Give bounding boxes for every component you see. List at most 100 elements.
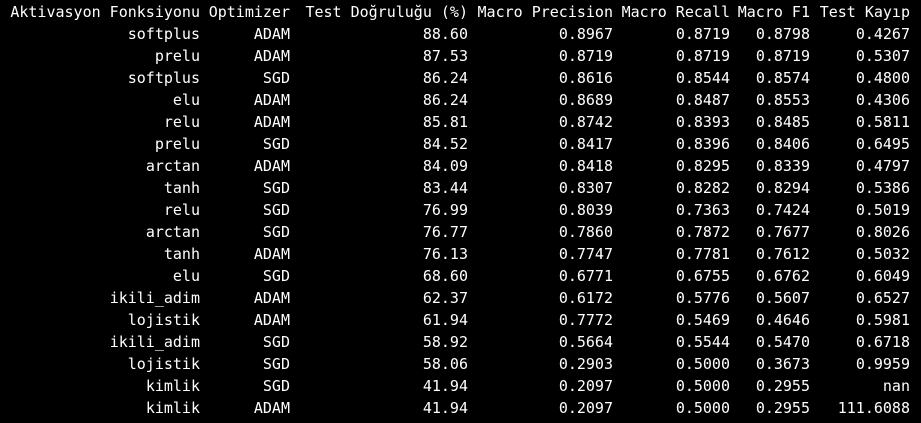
table-row: lojistik ADAM 61.94 0.7772 0.5469 0.4646 0.598… [0, 309, 921, 331]
table-header: Aktivasyon Fonksiyonu Optimizer Test Doğ… [0, 1, 921, 23]
cell-optimizer: SGD [262, 355, 290, 373]
cell-f1: 0.8339 [755, 157, 810, 175]
cell-recall: 0.8719 [675, 25, 730, 43]
cell-accuracy: 88.60 [422, 25, 468, 43]
cell-accuracy: 87.53 [422, 47, 468, 65]
table-row: prelu ADAM 87.53 0.8719 0.8719 0.8719 0.5307 [0, 45, 921, 67]
header-loss: Test Kayıp [819, 3, 910, 21]
cell-accuracy: 83.44 [422, 179, 468, 197]
cell-accuracy: 76.77 [422, 223, 468, 241]
cell-optimizer: ADAM [253, 157, 290, 175]
cell-recall: 0.5469 [675, 311, 730, 329]
cell-accuracy: 84.09 [422, 157, 468, 175]
cell-f1: 0.2955 [755, 399, 810, 417]
cell-optimizer: SGD [262, 179, 290, 197]
cell-accuracy: 76.99 [422, 201, 468, 219]
cell-activation: arctan [145, 157, 200, 175]
cell-optimizer: ADAM [253, 25, 290, 43]
cell-precision: 0.8616 [558, 69, 613, 87]
cell-precision: 0.2903 [558, 355, 613, 373]
cell-activation: arctan [145, 223, 200, 241]
cell-f1: 0.4646 [755, 311, 810, 329]
table-row: ikili_adim SGD 58.92 0.5664 0.5544 0.5470 0.67… [0, 331, 921, 353]
cell-activation: prelu [154, 47, 200, 65]
cell-precision: 0.8417 [558, 135, 613, 153]
cell-loss: 0.6718 [855, 333, 910, 351]
cell-optimizer: SGD [262, 333, 290, 351]
cell-accuracy: 86.24 [422, 91, 468, 109]
cell-activation: prelu [154, 135, 200, 153]
cell-activation: tanh [163, 179, 200, 197]
cell-loss: 0.4306 [855, 91, 910, 109]
cell-accuracy: 68.60 [422, 267, 468, 285]
cell-precision: 0.7747 [558, 245, 613, 263]
cell-activation: softplus [127, 25, 200, 43]
cell-precision: 0.8307 [558, 179, 613, 197]
cell-recall: 0.7872 [675, 223, 730, 241]
cell-loss: 0.4800 [855, 69, 910, 87]
cell-optimizer: ADAM [253, 47, 290, 65]
cell-loss: 0.8026 [855, 223, 910, 241]
cell-f1: 0.8798 [755, 25, 810, 43]
cell-accuracy: 76.13 [422, 245, 468, 263]
cell-loss: 111.6088 [837, 399, 910, 417]
header-recall: Macro Recall [621, 3, 730, 21]
table-row: relu SGD 76.99 0.8039 0.7363 0.7424 0.5019 [0, 199, 921, 221]
cell-optimizer: ADAM [253, 113, 290, 131]
header-optimizer: Optimizer [208, 3, 290, 21]
table-row: lojistik SGD 58.06 0.2903 0.5000 0.3673 0.9959 [0, 353, 921, 375]
cell-precision: 0.6172 [558, 289, 613, 307]
cell-precision: 0.2097 [558, 399, 613, 417]
cell-loss: 0.4267 [855, 25, 910, 43]
cell-accuracy: 61.94 [422, 311, 468, 329]
cell-f1: 0.8294 [755, 179, 810, 197]
cell-optimizer: ADAM [253, 91, 290, 109]
cell-optimizer: SGD [262, 69, 290, 87]
cell-precision: 0.7860 [558, 223, 613, 241]
cell-recall: 0.5544 [675, 333, 730, 351]
table-row: arctan SGD 76.77 0.7860 0.7872 0.7677 0.8026 [0, 221, 921, 243]
cell-optimizer: ADAM [253, 289, 290, 307]
cell-f1: 0.8406 [755, 135, 810, 153]
cell-loss: 0.5019 [855, 201, 910, 219]
cell-optimizer: SGD [262, 377, 290, 395]
cell-activation: ikili_adim [109, 289, 200, 307]
cell-accuracy: 62.37 [422, 289, 468, 307]
cell-f1: 0.7677 [755, 223, 810, 241]
cell-f1: 0.5607 [755, 289, 810, 307]
header-precision: Macro Precision [477, 3, 613, 21]
cell-f1: 0.2955 [755, 377, 810, 395]
header-f1: Macro F1 [737, 3, 810, 21]
cell-f1: 0.8719 [755, 47, 810, 65]
cell-activation: tanh [163, 245, 200, 263]
table-row: softplus SGD 86.24 0.8616 0.8544 0.8574 0.4800 [0, 67, 921, 89]
cell-loss: 0.5386 [855, 179, 910, 197]
cell-activation: elu [172, 267, 200, 285]
cell-loss: 0.5307 [855, 47, 910, 65]
table-row: prelu SGD 84.52 0.8417 0.8396 0.8406 0.6495 [0, 133, 921, 155]
cell-recall: 0.7781 [675, 245, 730, 263]
cell-activation: relu [163, 113, 200, 131]
cell-recall: 0.8396 [675, 135, 730, 153]
cell-f1: 0.5470 [755, 333, 810, 351]
cell-recall: 0.5000 [675, 355, 730, 373]
table-row: arctan ADAM 84.09 0.8418 0.8295 0.8339 0.4797 [0, 155, 921, 177]
cell-recall: 0.5000 [675, 399, 730, 417]
cell-optimizer: ADAM [253, 245, 290, 263]
cell-loss: 0.5811 [855, 113, 910, 131]
cell-f1: 0.6762 [755, 267, 810, 285]
cell-activation: kimlik [145, 377, 200, 395]
cell-recall: 0.8295 [675, 157, 730, 175]
cell-activation: softplus [127, 69, 200, 87]
cell-recall: 0.8719 [675, 47, 730, 65]
cell-recall: 0.5000 [675, 377, 730, 395]
cell-loss: 0.6495 [855, 135, 910, 153]
table-row: softplus ADAM 88.60 0.8967 0.8719 0.8798 0.426… [0, 23, 921, 45]
cell-accuracy: 84.52 [422, 135, 468, 153]
cell-loss: 0.6527 [855, 289, 910, 307]
cell-optimizer: SGD [262, 223, 290, 241]
cell-accuracy: 58.06 [422, 355, 468, 373]
cell-accuracy: 85.81 [422, 113, 468, 131]
cell-loss: 0.4797 [855, 157, 910, 175]
